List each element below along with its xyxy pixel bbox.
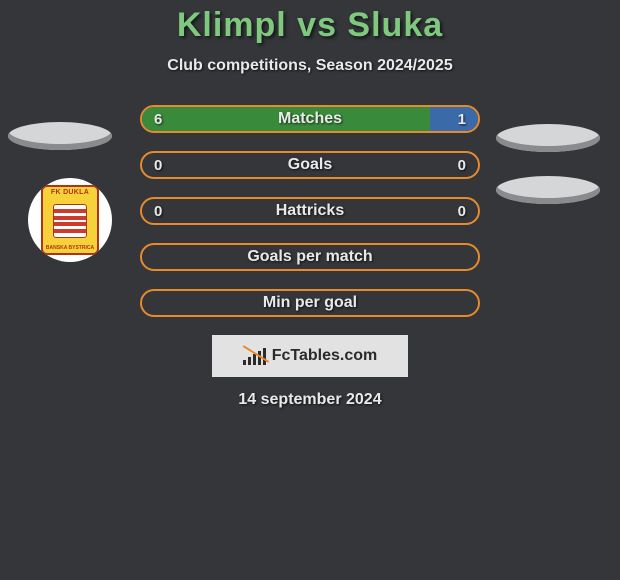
stat-row: Min per goal: [140, 289, 480, 317]
stat-label: Goals per match: [142, 245, 478, 269]
brand-text: FcTables.com: [272, 347, 378, 365]
stat-label: Min per goal: [142, 291, 478, 315]
stat-value-right: 0: [458, 199, 466, 223]
stat-label: Hattricks: [142, 199, 478, 223]
player-avatar-right-1: [496, 124, 600, 152]
stat-row: Goals per match: [140, 243, 480, 271]
brand-badge: FcTables.com: [212, 335, 408, 377]
stat-row: Hattricks0 0: [140, 197, 480, 225]
club-badge-top-text: FK DUKLA: [51, 189, 89, 196]
stat-value-left: 0: [154, 153, 162, 177]
stat-row: Matches6 1: [140, 105, 480, 133]
stat-value-left: 6: [154, 107, 162, 131]
page-title: Klimpl vs Sluka: [0, 6, 620, 45]
page-subtitle: Club competitions, Season 2024/2025: [0, 57, 620, 75]
footer-date: 14 september 2024: [0, 391, 620, 409]
player-avatar-left: [8, 122, 112, 150]
club-badge: FK DUKLA BANSKA BYSTRICA: [28, 178, 112, 262]
stat-value-right: 0: [458, 153, 466, 177]
stat-value-right: 1: [458, 107, 466, 131]
comparison-card: Klimpl vs Sluka Club competitions, Seaso…: [0, 0, 620, 580]
stat-label: Goals: [142, 153, 478, 177]
stat-label: Matches: [142, 107, 478, 131]
stat-rows: Matches61Goals00Hattricks00Goals per mat…: [140, 105, 480, 317]
club-badge-stripes: [53, 204, 87, 238]
player-avatar-right-2: [496, 176, 600, 204]
stat-value-left: 0: [154, 199, 162, 223]
club-badge-bottom-text: BANSKA BYSTRICA: [46, 246, 94, 251]
stat-row: Goals0 0: [140, 151, 480, 179]
